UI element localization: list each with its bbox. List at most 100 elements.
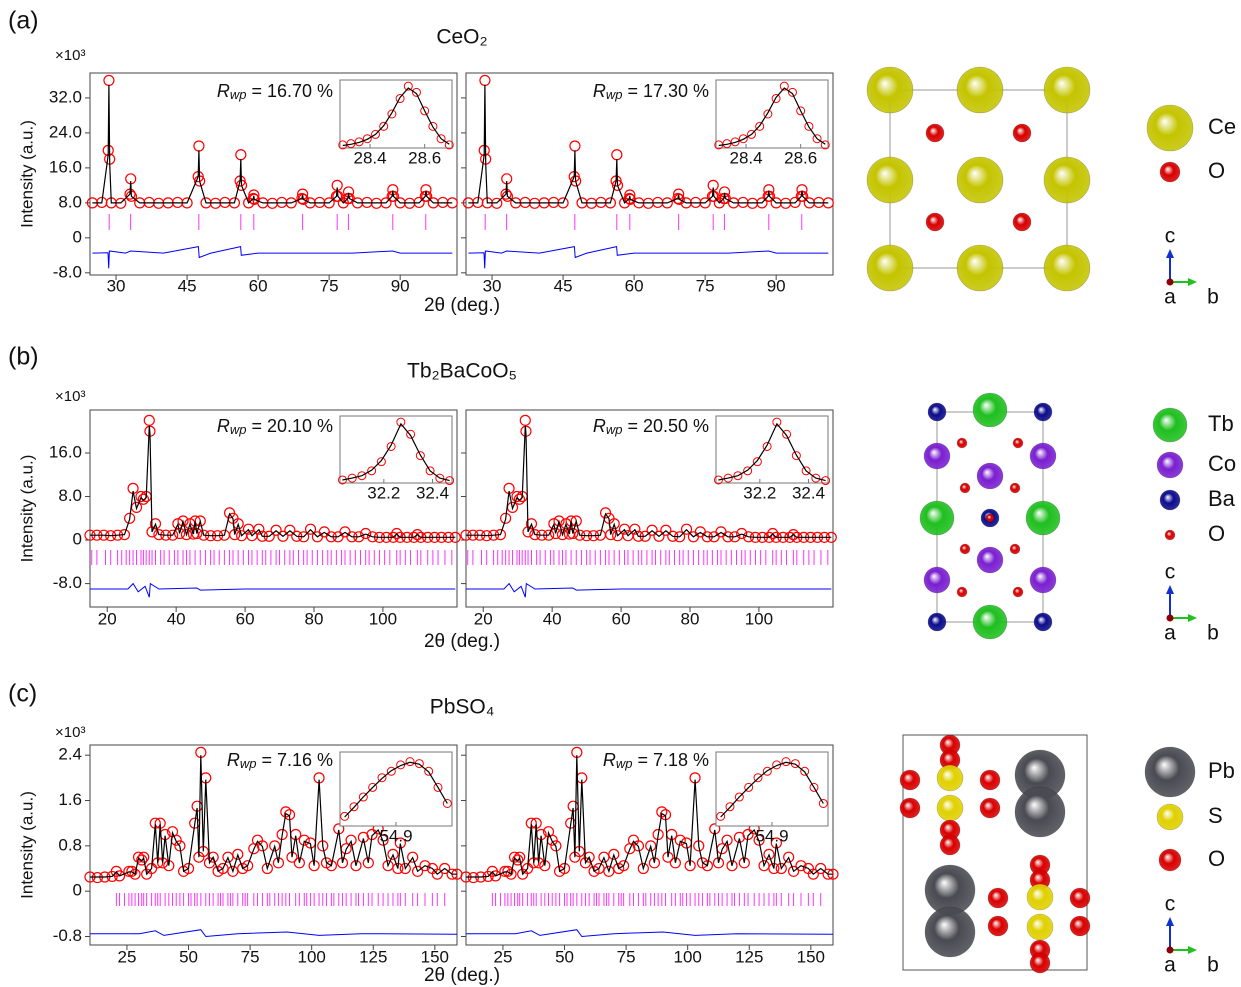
rwp-symbol: R — [603, 750, 616, 770]
atom — [980, 798, 1000, 818]
y-multiplier: ×10³ — [55, 47, 85, 64]
axis-label-b: b — [1207, 286, 1219, 309]
x-tick-label: 100 — [673, 947, 701, 966]
y-tick-label: 8.0 — [58, 192, 82, 211]
x-tick-label: 45 — [554, 276, 573, 295]
x-tick-label: 50 — [179, 947, 198, 966]
y-axis-label: Intensity (a.u.) — [17, 791, 36, 899]
observed-point — [104, 75, 114, 85]
x-axis-label: 2θ (deg.) — [424, 965, 500, 986]
difference-line — [90, 584, 455, 598]
inset-frame — [340, 752, 452, 826]
atom — [1027, 914, 1053, 940]
x-tick-label: 25 — [493, 947, 512, 966]
difference-line — [90, 930, 457, 937]
y-multiplier: ×10³ — [55, 724, 85, 741]
x-tick-label: 60 — [249, 276, 268, 295]
axis-label-b: b — [1207, 622, 1219, 645]
atom — [1015, 787, 1065, 837]
y-tick-label: 0 — [73, 530, 82, 549]
atom — [937, 795, 963, 821]
panel-label: (b) — [8, 343, 39, 371]
atom — [900, 798, 920, 818]
x-axis-label: 2θ (deg.) — [424, 631, 500, 652]
axis-label-b: b — [1207, 954, 1219, 977]
x-tick-label: 30 — [107, 276, 126, 295]
legend-label: Pb — [1208, 758, 1235, 783]
rwp-value: = 20.50 % — [627, 416, 709, 436]
legend-atom — [1157, 804, 1183, 830]
atom — [986, 514, 994, 522]
atom — [957, 245, 1003, 291]
figure: (a)CeO₂×10³Intensity (a.u.)2θ (deg.)32.0… — [0, 0, 1241, 987]
atom — [924, 443, 950, 469]
rwp-symbol: R — [227, 750, 240, 770]
rwp-annotation: Rwp= 7.18 % — [603, 750, 709, 772]
atom — [988, 888, 1008, 908]
legend-label: Co — [1208, 451, 1236, 476]
x-tick-label: 100 — [297, 947, 325, 966]
x-tick-label: 40 — [543, 609, 562, 628]
y-tick-label: 0.8 — [58, 835, 82, 854]
y-multiplier: ×10³ — [55, 388, 85, 405]
inset-x-tick-label: 32.2 — [367, 483, 400, 502]
inset-x-tick-label: 28.6 — [784, 148, 817, 167]
atom — [1070, 888, 1090, 908]
x-tick-label: 75 — [241, 947, 260, 966]
x-tick-label: 20 — [474, 609, 493, 628]
x-tick-label: 125 — [359, 947, 387, 966]
rwp-value: = 7.16 % — [261, 750, 333, 770]
axis-c-head — [1166, 585, 1174, 594]
y-tick-label: 0 — [73, 227, 82, 246]
rwp-subscript: wp — [230, 87, 247, 102]
legend-atom — [1159, 849, 1181, 871]
rwp-symbol: R — [593, 416, 606, 436]
atom — [940, 835, 960, 855]
legend-atom — [1145, 747, 1195, 797]
x-tick-label: 60 — [625, 276, 644, 295]
x-tick-label: 125 — [735, 947, 763, 966]
inset-x-tick-label: 32.4 — [792, 483, 825, 502]
atom — [1013, 587, 1023, 597]
x-tick-label: 75 — [320, 276, 339, 295]
inset-x-tick-label: 32.4 — [416, 483, 449, 502]
x-tick-label: 60 — [236, 609, 255, 628]
atom — [928, 403, 946, 421]
observed-point — [480, 75, 490, 85]
x-tick-label: 100 — [369, 609, 397, 628]
atom — [928, 613, 946, 631]
atom — [977, 463, 1003, 489]
difference-line — [92, 247, 452, 269]
rwp-annotation: Rwp= 16.70 % — [217, 81, 333, 103]
x-tick-label: 150 — [421, 947, 449, 966]
axis-c-head — [1166, 917, 1174, 926]
atom — [867, 157, 913, 203]
rwp-subscript: wp — [230, 422, 247, 437]
atom — [977, 547, 1003, 573]
x-tick-label: 40 — [167, 609, 186, 628]
observed-point — [520, 415, 530, 425]
atom — [1044, 245, 1090, 291]
y-tick-label: 16.0 — [49, 157, 82, 176]
observed-point — [236, 150, 246, 160]
x-tick-label: 80 — [681, 609, 700, 628]
y-axis-label: Intensity (a.u.) — [17, 455, 36, 563]
legend-label: O — [1208, 846, 1225, 871]
y-tick-label: -8.0 — [53, 262, 82, 281]
chart-title: CeO₂ — [436, 26, 487, 49]
inset-frame — [716, 752, 828, 826]
rwp-value: = 16.70 % — [251, 81, 333, 101]
legend-label: Ce — [1208, 114, 1236, 139]
x-axis-label: 2θ (deg.) — [424, 295, 500, 316]
legend-atom — [1157, 452, 1183, 478]
axis-label-c: c — [1165, 893, 1176, 916]
legend-label: Ba — [1208, 486, 1236, 511]
atom — [960, 483, 970, 493]
atom — [1013, 124, 1031, 142]
legend-atom — [1165, 530, 1175, 540]
atom — [973, 393, 1007, 427]
inset-x-tick-label: 54.9 — [755, 826, 788, 845]
observed-point — [194, 141, 204, 151]
rwp-annotation: Rwp= 17.30 % — [593, 81, 709, 103]
difference-line — [466, 930, 833, 937]
